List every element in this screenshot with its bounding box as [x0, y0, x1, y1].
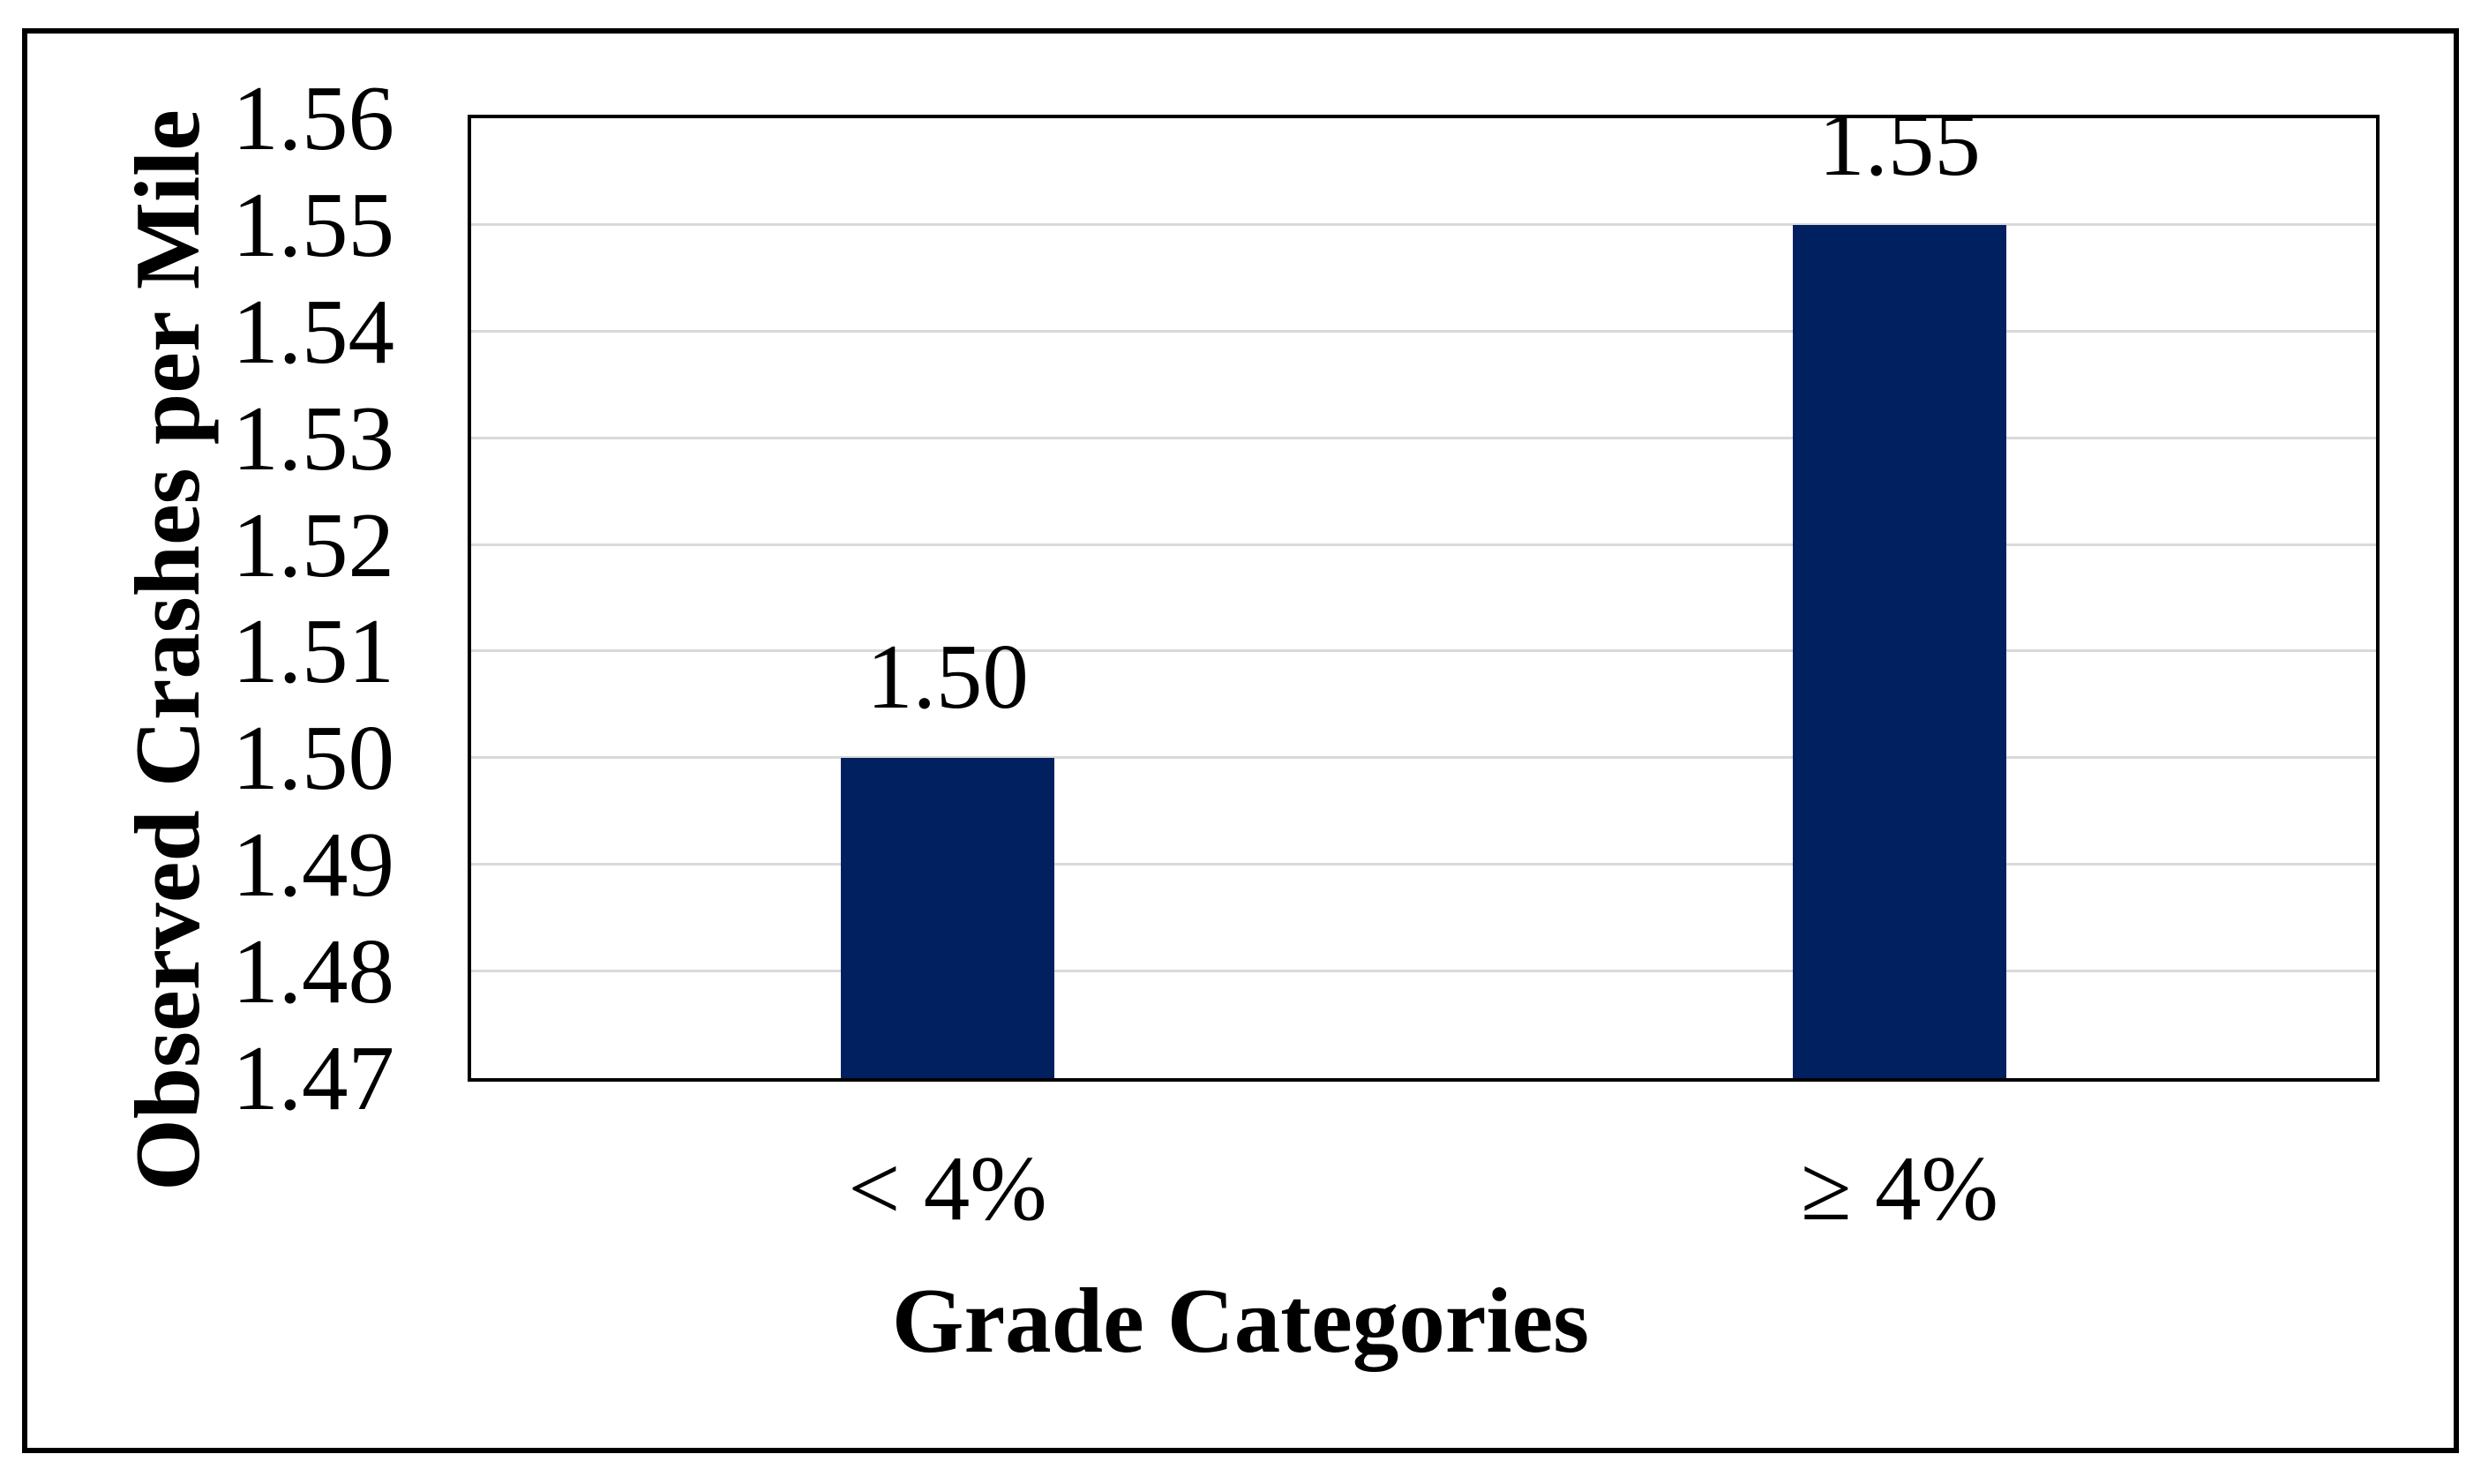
y-gridline [471, 756, 2376, 760]
y-tick-label: 1.51 [232, 599, 394, 702]
y-gridline [471, 222, 2376, 226]
y-tick-label: 1.55 [232, 173, 394, 276]
data-label: 1.55 [1818, 115, 1981, 195]
y-tick-label: 1.52 [232, 493, 394, 596]
y-tick-label: 1.53 [232, 386, 394, 490]
y-tick-label: 1.50 [232, 706, 394, 809]
y-gridline [471, 649, 2376, 653]
data-label: 1.50 [866, 625, 1029, 728]
chart-area: Observed Crashes per Mile 1.56 1.55 1.54… [27, 34, 2454, 1448]
y-gridline [471, 543, 2376, 546]
x-tick-label: < 4% [848, 1136, 1047, 1240]
y-tick-label: 1.56 [232, 66, 394, 169]
y-gridline [471, 329, 2376, 333]
chart-frame: Observed Crashes per Mile 1.56 1.55 1.54… [22, 28, 2459, 1453]
y-gridline [471, 863, 2376, 866]
x-axis-title: Grade Categories [891, 1269, 1590, 1372]
x-tick-label: ≥ 4% [1801, 1136, 1998, 1240]
bar-gte-4pct [1793, 225, 2006, 1078]
y-tick-label: 1.49 [232, 813, 394, 916]
y-tick-label: 1.54 [232, 280, 394, 383]
plot-area: 1.50 1.55 [468, 115, 2380, 1082]
y-tick-label: 1.48 [232, 919, 394, 1023]
bar-lt-4pct [841, 758, 1054, 1078]
y-gridline [471, 970, 2376, 973]
y-tick-label: 1.47 [232, 1026, 394, 1129]
y-gridline [471, 436, 2376, 439]
